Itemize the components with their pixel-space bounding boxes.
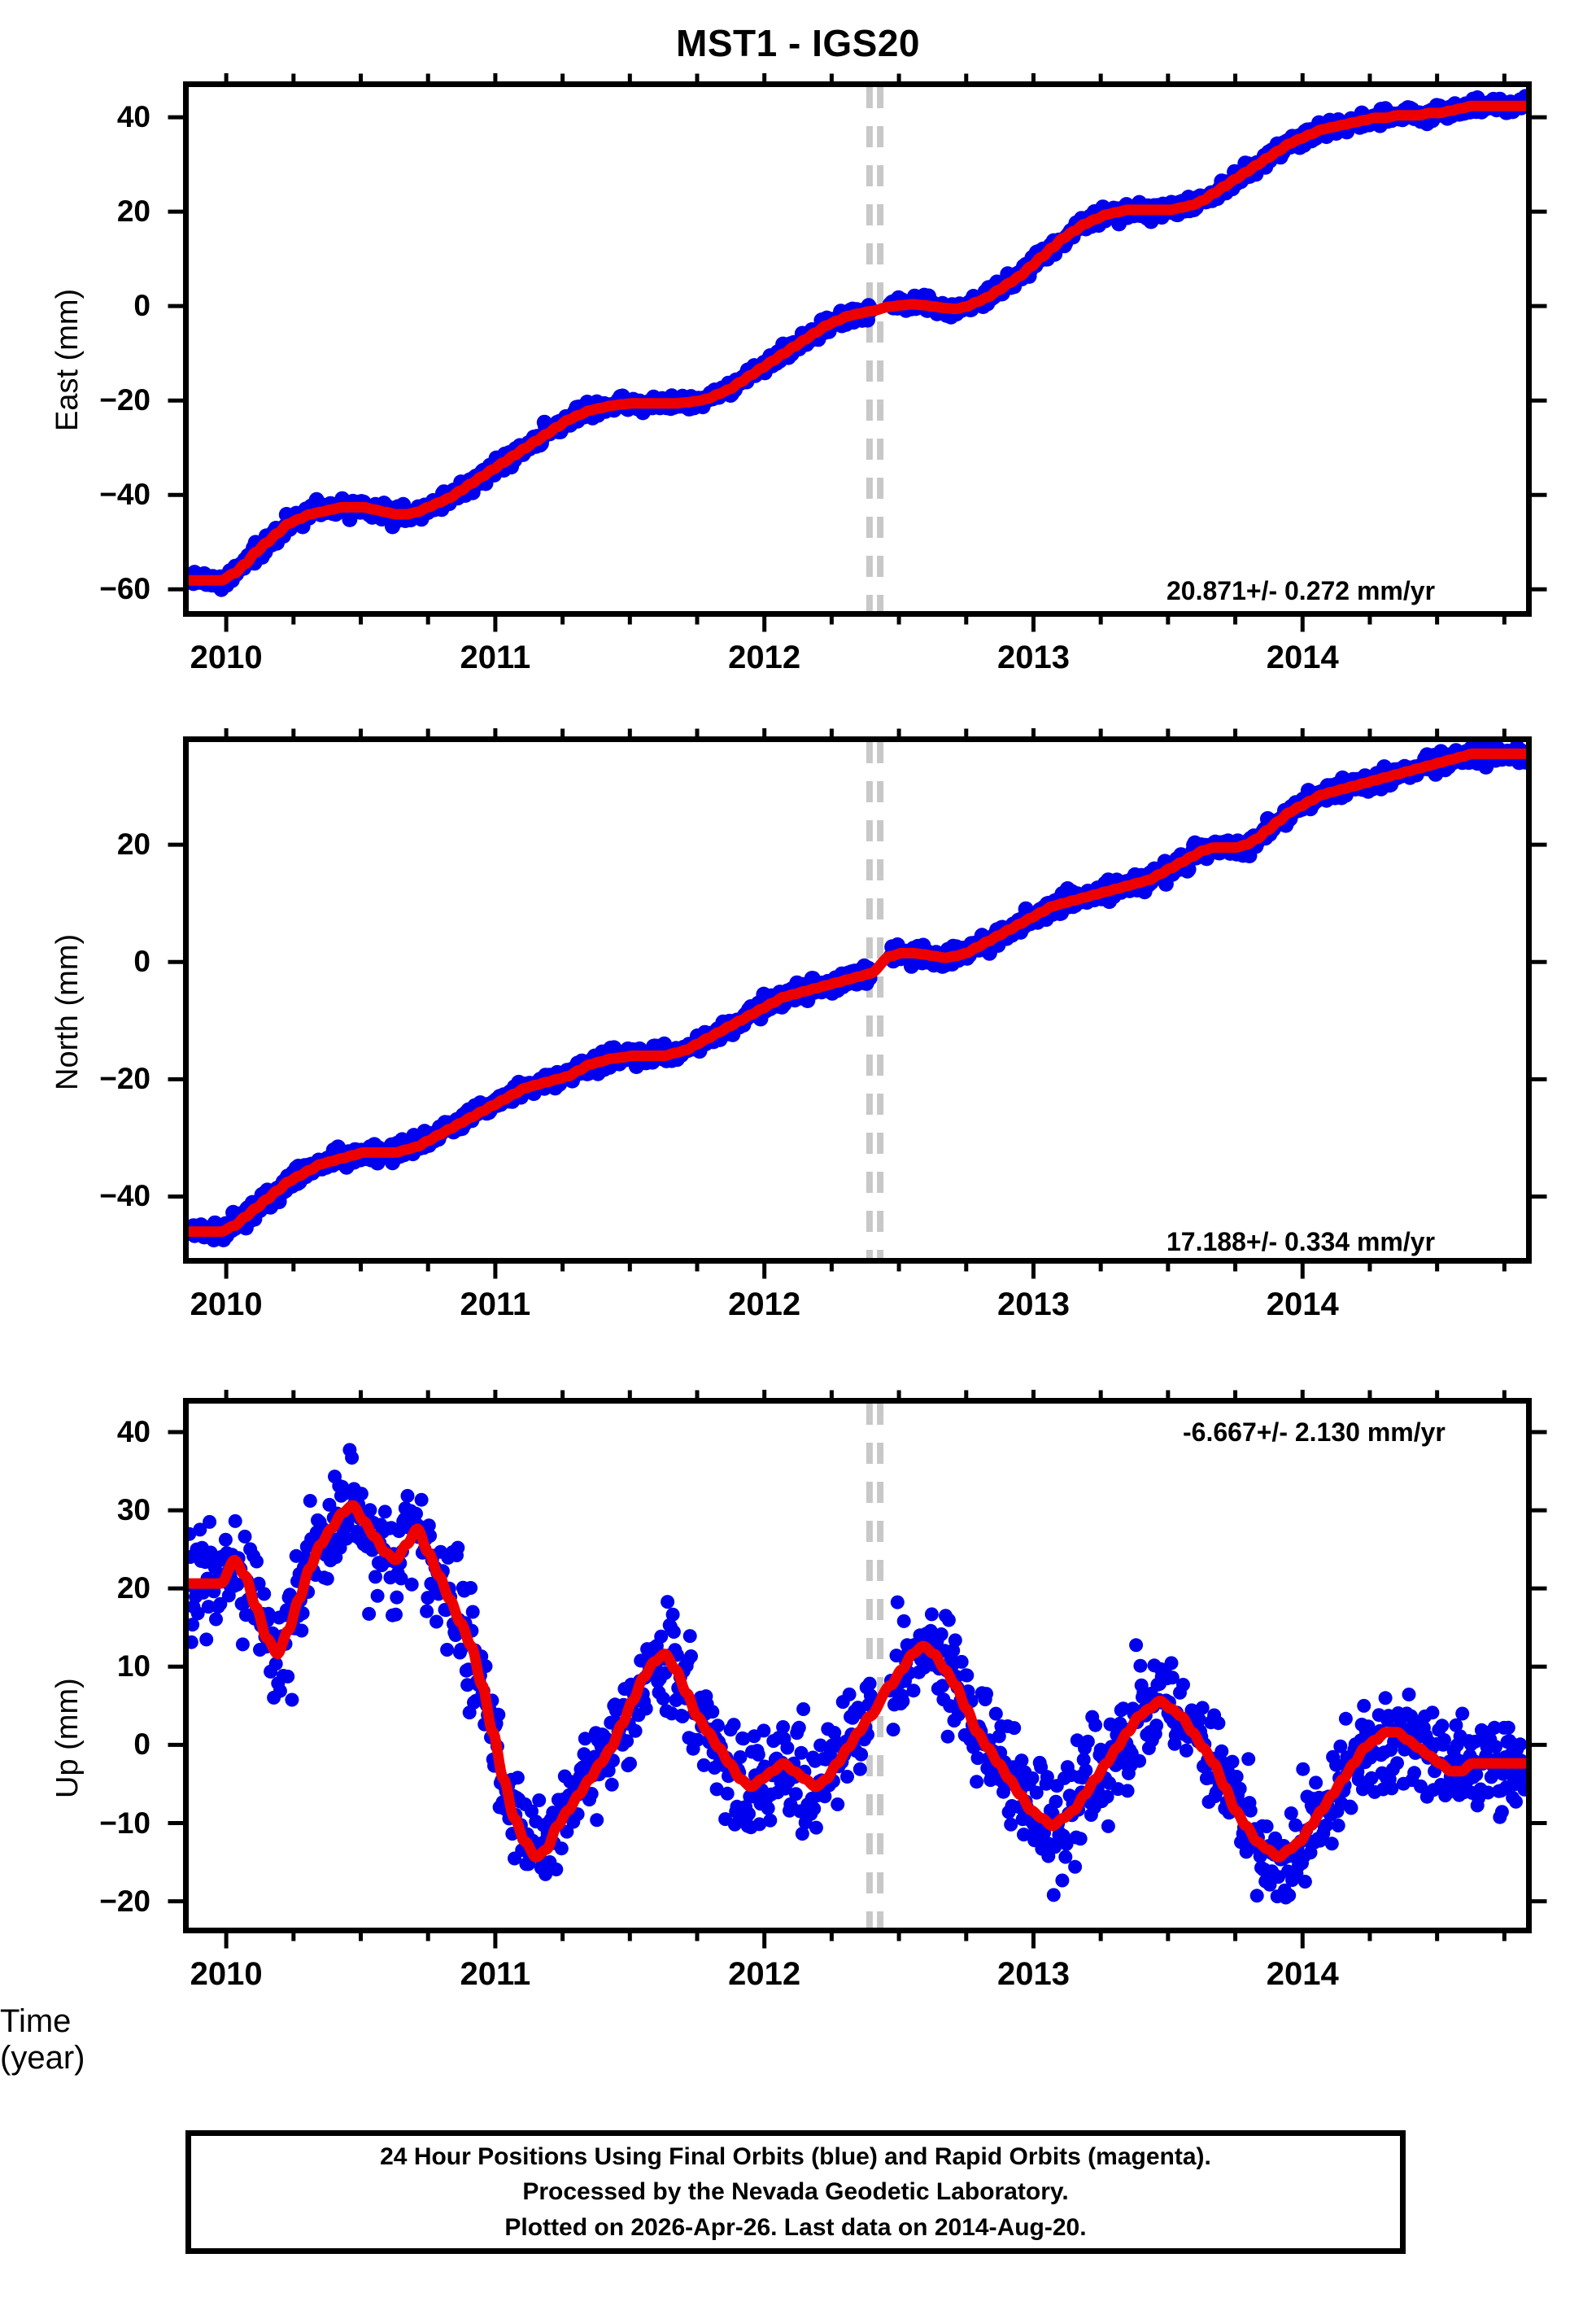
x-tick-label: 2012 bbox=[728, 1956, 801, 1992]
x-tick-label: 2010 bbox=[190, 1956, 263, 1992]
y-tick-label: −20 bbox=[99, 383, 150, 417]
rate-annotation-up: -6.667+/- 2.130 mm/yr bbox=[1183, 1417, 1446, 1447]
caption-line-2: Processed by the Nevada Geodetic Laborat… bbox=[522, 2178, 1069, 2206]
y-axis-title-north: North (mm) bbox=[50, 933, 85, 1090]
axis-ticks-east bbox=[168, 73, 1547, 632]
x-tick-label: 2014 bbox=[1266, 640, 1339, 675]
y-tick-label: −10 bbox=[99, 1806, 150, 1840]
model-fit-segment-0 bbox=[189, 305, 879, 586]
y-tick-label: −40 bbox=[99, 478, 150, 512]
plot-area-north bbox=[183, 736, 1532, 1264]
x-tick-label: 2013 bbox=[996, 640, 1070, 675]
model-fit-segment-1 bbox=[870, 1640, 1526, 1863]
y-tick-label: −40 bbox=[99, 1179, 150, 1213]
x-tick-label: 2013 bbox=[996, 1286, 1070, 1322]
x-tick-label: 2010 bbox=[190, 640, 263, 675]
x-tick-label: 2014 bbox=[1266, 1956, 1339, 1992]
x-tick-label: 2010 bbox=[190, 1286, 263, 1322]
x-tick-label: 2011 bbox=[460, 1956, 531, 1992]
x-tick-label: 2013 bbox=[996, 1956, 1070, 1992]
x-tick-label: 2012 bbox=[728, 1286, 801, 1322]
plot-area-up bbox=[183, 1398, 1532, 1933]
caption-line-1: 24 Hour Positions Using Final Orbits (bl… bbox=[380, 2142, 1211, 2170]
caption-box: 24 Hour Positions Using Final Orbits (bl… bbox=[185, 2130, 1406, 2254]
y-axis-title-east: East (mm) bbox=[50, 288, 85, 431]
model-fit-segment-1 bbox=[870, 748, 1526, 976]
rate-annotation-east: 20.871+/- 0.272 mm/yr bbox=[1166, 576, 1436, 605]
plot-area-east bbox=[183, 81, 1532, 617]
y-tick-label: 40 bbox=[116, 100, 150, 134]
plot-canvas-north bbox=[189, 742, 1526, 1258]
axis-ticks-north bbox=[168, 728, 1547, 1279]
y-axis-title-up: Up (mm) bbox=[50, 1678, 85, 1798]
y-tick-label: 40 bbox=[116, 1414, 150, 1448]
y-tick-label: −20 bbox=[99, 1884, 150, 1918]
y-tick-label: 20 bbox=[116, 194, 150, 229]
caption-line-3: Plotted on 2026-Apr-26. Last data on 201… bbox=[504, 2213, 1087, 2241]
x-tick-label: 2011 bbox=[460, 640, 531, 675]
y-tick-label: 20 bbox=[116, 1571, 150, 1605]
y-tick-label: −20 bbox=[99, 1062, 150, 1096]
y-tick-label: 0 bbox=[133, 289, 150, 323]
plot-canvas-east bbox=[189, 87, 1526, 611]
y-tick-label: 10 bbox=[116, 1649, 150, 1684]
y-tick-label: 0 bbox=[133, 1727, 150, 1762]
y-tick-label: 30 bbox=[116, 1493, 150, 1527]
rate-annotation-north: 17.188+/- 0.334 mm/yr bbox=[1166, 1227, 1436, 1256]
x-tick-label: 2012 bbox=[728, 640, 801, 675]
figure-title: MST1 - IGS20 bbox=[676, 22, 920, 64]
x-tick-label: 2014 bbox=[1266, 1286, 1339, 1322]
model-fit-segment-1 bbox=[870, 100, 1526, 317]
plot-canvas-up bbox=[189, 1404, 1526, 1928]
model-fit-segment-0 bbox=[189, 1500, 879, 1863]
y-tick-label: −60 bbox=[99, 572, 150, 606]
y-tick-label: 0 bbox=[133, 945, 150, 979]
axis-ticks-up bbox=[168, 1390, 1547, 1949]
y-tick-label: 20 bbox=[116, 828, 150, 862]
x-tick-label: 2011 bbox=[460, 1286, 531, 1322]
model-fit-segment-0 bbox=[189, 966, 879, 1238]
